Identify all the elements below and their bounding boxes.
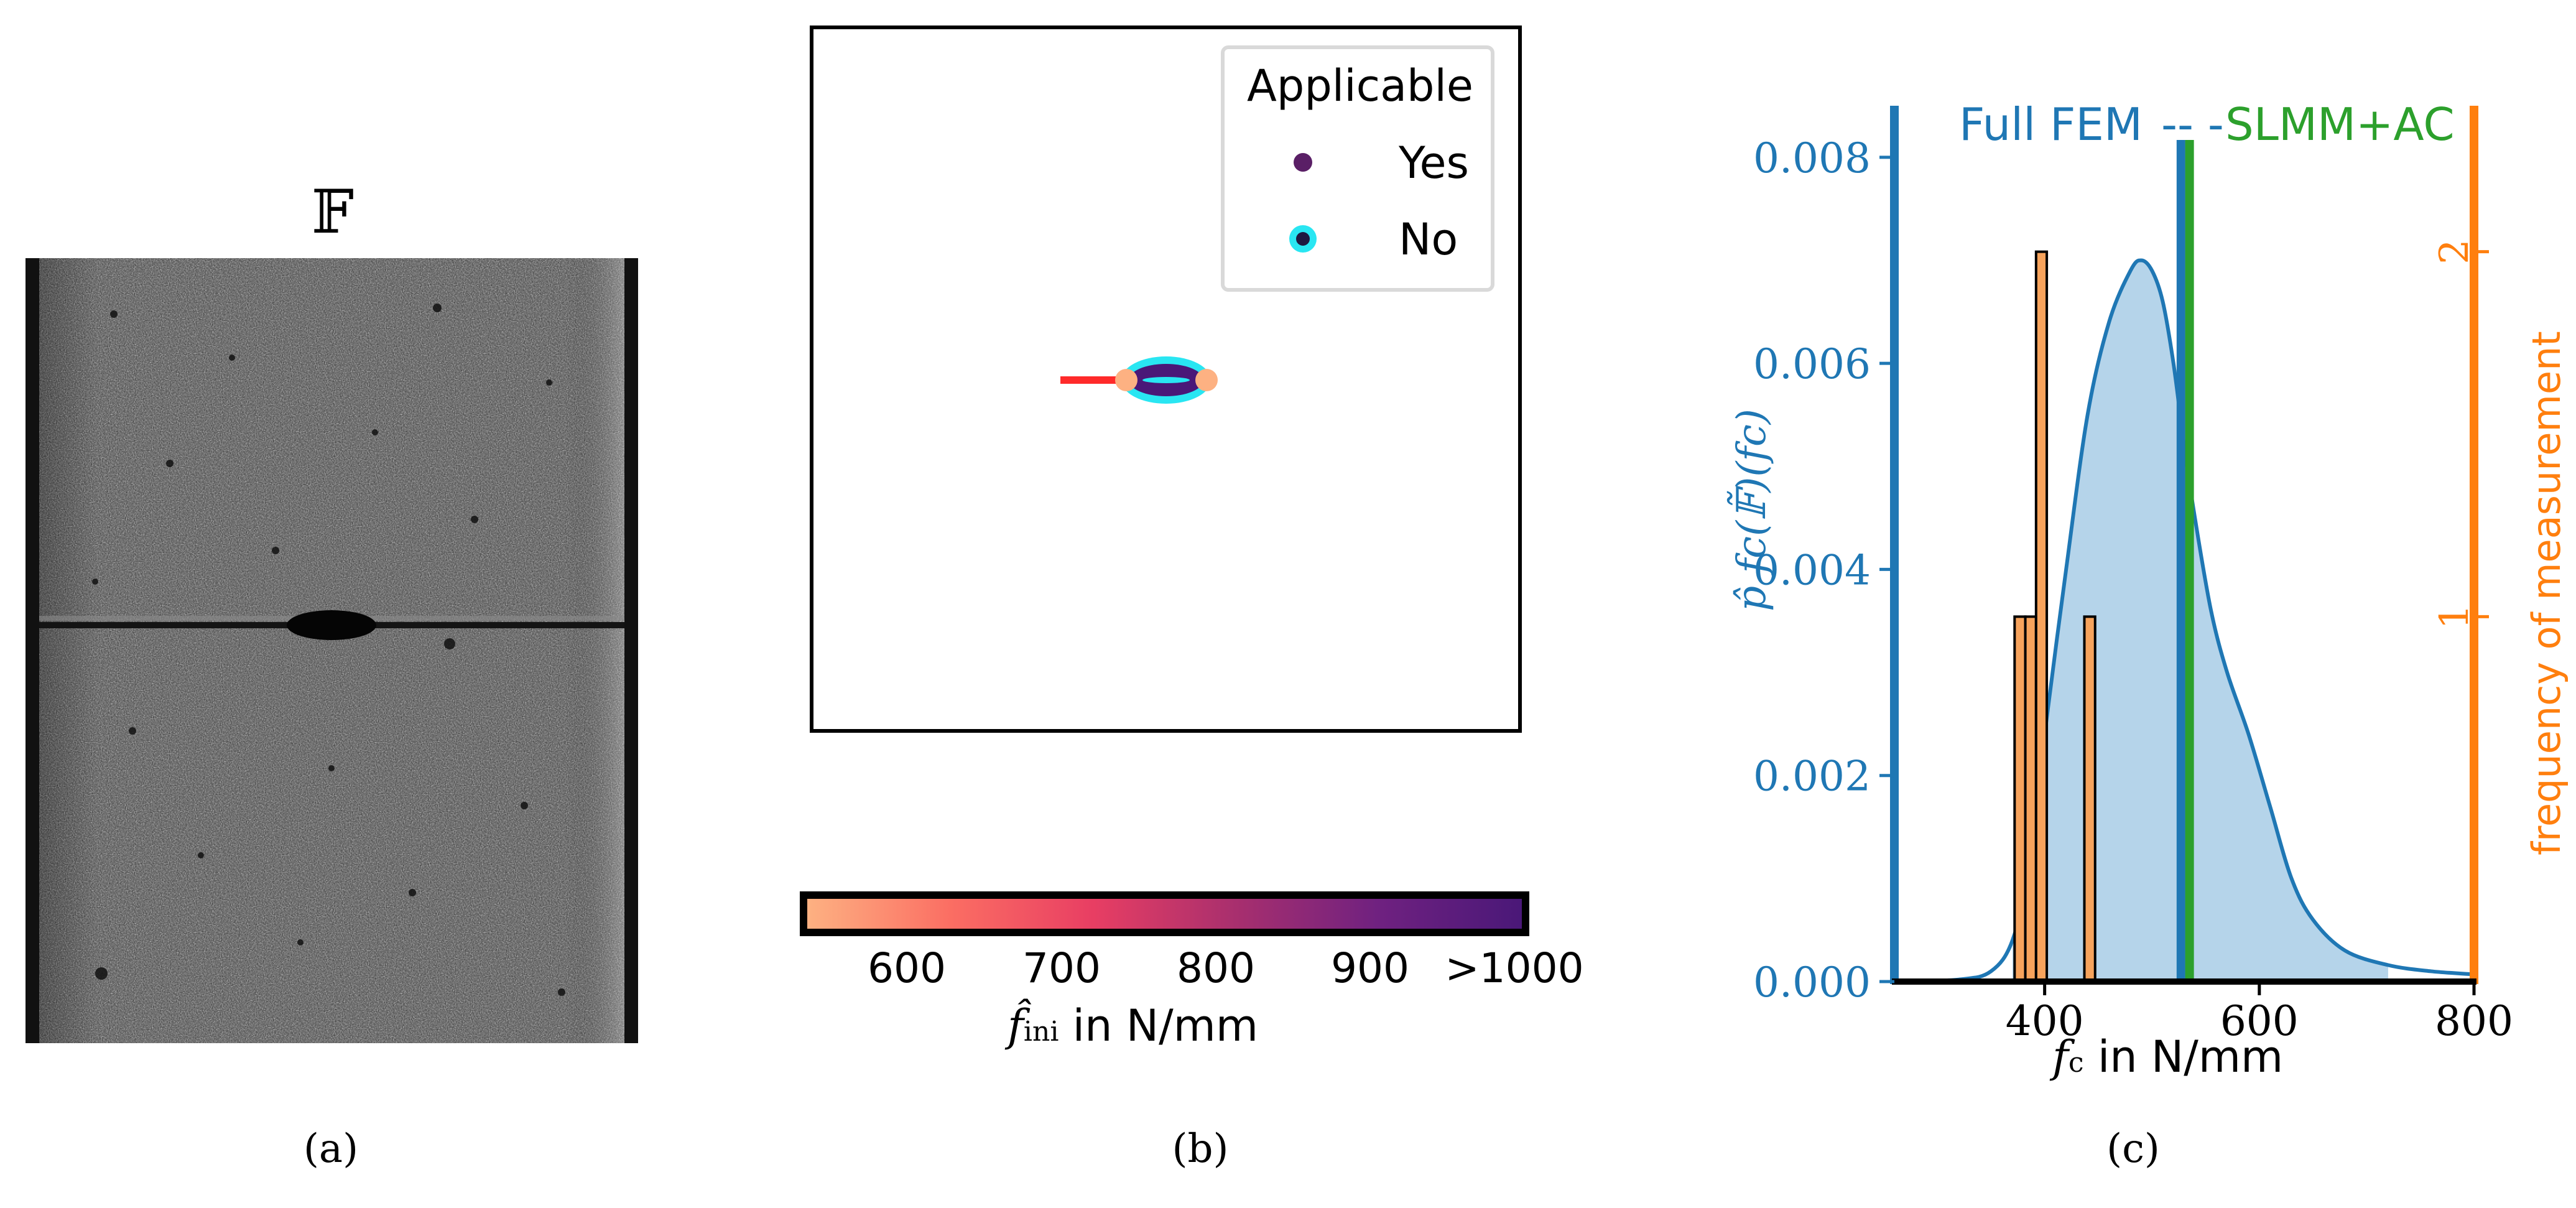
colorbar-label-rest: in N/mm xyxy=(1059,1000,1259,1051)
colorbar-tick: >1000 xyxy=(1445,944,1584,992)
histogram-bar xyxy=(2034,250,2049,983)
y-left-tick-label: 0.002 xyxy=(1754,753,1871,801)
x-axis-label: fc in N/mm xyxy=(2052,1031,2283,1082)
specimen-photo xyxy=(25,258,638,1043)
x-tick-label: 800 xyxy=(2435,997,2513,1045)
applicable-legend: Applicable Yes No xyxy=(1221,45,1494,292)
crack-marker xyxy=(1060,356,1218,404)
colorbar-tick: 600 xyxy=(868,944,946,992)
legend-yes-marker xyxy=(1294,153,1312,172)
panel-c-label: (c) xyxy=(2106,1126,2160,1172)
crack-tip-left xyxy=(1115,369,1137,391)
vline-label-full-fem: Full FEM xyxy=(1959,98,2143,151)
y-left-tick-label: 0.004 xyxy=(1754,546,1871,594)
y-right-tick-label: 1 xyxy=(2432,604,2478,630)
vline-label-slmm-ac: SLMM+AC xyxy=(2225,98,2455,151)
colorbar xyxy=(800,891,1529,936)
density-chart: 400 600 800 0.000 0.002 0.004 0.006 0.008 1 2 xyxy=(1754,106,2513,1045)
x-axis-label-sub: c xyxy=(2068,1047,2084,1079)
y-left-tick-label: 0.006 xyxy=(1754,340,1871,388)
density-fill xyxy=(2012,260,2388,982)
x-axis-label-var: f xyxy=(2052,1031,2069,1082)
legend-title: Applicable xyxy=(1247,60,1473,111)
x-tick-label: 400 xyxy=(2006,997,2084,1045)
colorbar-tick: 900 xyxy=(1331,944,1409,992)
crack-initiation-bar xyxy=(1060,376,1129,384)
histogram-bar xyxy=(2083,615,2096,983)
panel-b-label: (b) xyxy=(1172,1126,1229,1172)
x-tick-label: 600 xyxy=(2220,997,2299,1045)
colorbar-label-var: f̂ xyxy=(1008,1000,1024,1051)
panel-a-label: (a) xyxy=(303,1126,359,1172)
x-axis-label-rest: in N/mm xyxy=(2083,1031,2284,1082)
y-left-tick-label: 0.000 xyxy=(1754,959,1871,1006)
legend-no-label: No xyxy=(1399,214,1458,265)
histogram-bar xyxy=(2024,615,2037,983)
colorbar-label-sub: ini xyxy=(1023,1016,1059,1048)
specimen-texture xyxy=(39,258,624,1043)
panel-a-symbol: 𝔽 xyxy=(311,177,354,247)
colorbar-label: f̂ini in N/mm xyxy=(1008,1000,1258,1051)
y-left-tick-label: 0.008 xyxy=(1754,134,1871,182)
colorbar-tick: 800 xyxy=(1177,944,1255,992)
y-left-axis-label: p̂ fc(𝔽̃)(fc) xyxy=(1729,361,1775,659)
crack-tip-right xyxy=(1195,369,1218,391)
vline-separator: -- - xyxy=(2161,98,2224,151)
y-left-axis-label-text: p̂ fc(𝔽̃)(fc) xyxy=(1729,409,1775,611)
histogram-bar xyxy=(2013,615,2027,983)
colorbar-tick: 700 xyxy=(1022,944,1101,992)
y-right-tick-label: 2 xyxy=(2432,239,2478,264)
legend-no-marker xyxy=(1289,225,1317,253)
y-right-axis-label: frequency of measurement xyxy=(2524,331,2569,855)
crack-inner-highlight xyxy=(1142,377,1190,383)
legend-yes-label: Yes xyxy=(1399,137,1469,188)
panel-b-plot-frame xyxy=(810,26,1522,733)
